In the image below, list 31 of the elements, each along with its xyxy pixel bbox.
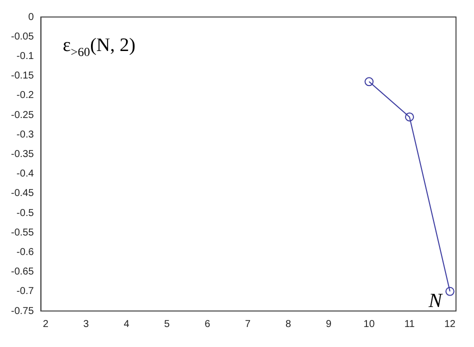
point — [364, 77, 374, 86]
y-tick-label: -0.35 — [10, 148, 34, 160]
y-tick-label: -0.3 — [16, 129, 34, 140]
y-tick-label: -0.2 — [16, 90, 34, 102]
x-tick-label: 2 — [42, 318, 49, 330]
x-tick-label: 11 — [404, 318, 416, 330]
x-tick-label: 3 — [83, 318, 90, 330]
y-tick-label: -0.4 — [16, 168, 34, 180]
x-tick-label: 9 — [326, 318, 332, 330]
y-tick-label: -0.55 — [10, 227, 34, 238]
y-tick-label: -0.25 — [10, 110, 34, 121]
y-tick-label: -0.5 — [16, 208, 34, 219]
y-tick-label: -0.05 — [10, 31, 34, 42]
y-tick-label: -0.75 — [10, 306, 34, 317]
x-tick-label: 8 — [285, 318, 292, 330]
x-tick-label: 4 — [124, 318, 130, 330]
point — [445, 286, 454, 296]
x-tick-label: 10 — [364, 318, 376, 330]
y-tick-label: -0.6 — [16, 246, 34, 258]
y-tick-label: 0 — [28, 12, 34, 23]
x-tick-label: 12 — [444, 318, 456, 330]
x-tick-label: 5 — [164, 318, 170, 330]
y-tick-label: -0.7 — [16, 286, 34, 298]
x-tick-label: 7 — [245, 318, 252, 330]
x-tick-label: 6 — [204, 318, 211, 330]
y-tick-label: -0.45 — [10, 188, 34, 200]
x-axis-title: N — [428, 290, 444, 312]
y-tick-label: -0.65 — [10, 266, 34, 278]
y-tick-label: -0.15 — [10, 70, 34, 82]
point — [405, 112, 414, 122]
y-tick-label: -0.1 — [16, 50, 34, 62]
